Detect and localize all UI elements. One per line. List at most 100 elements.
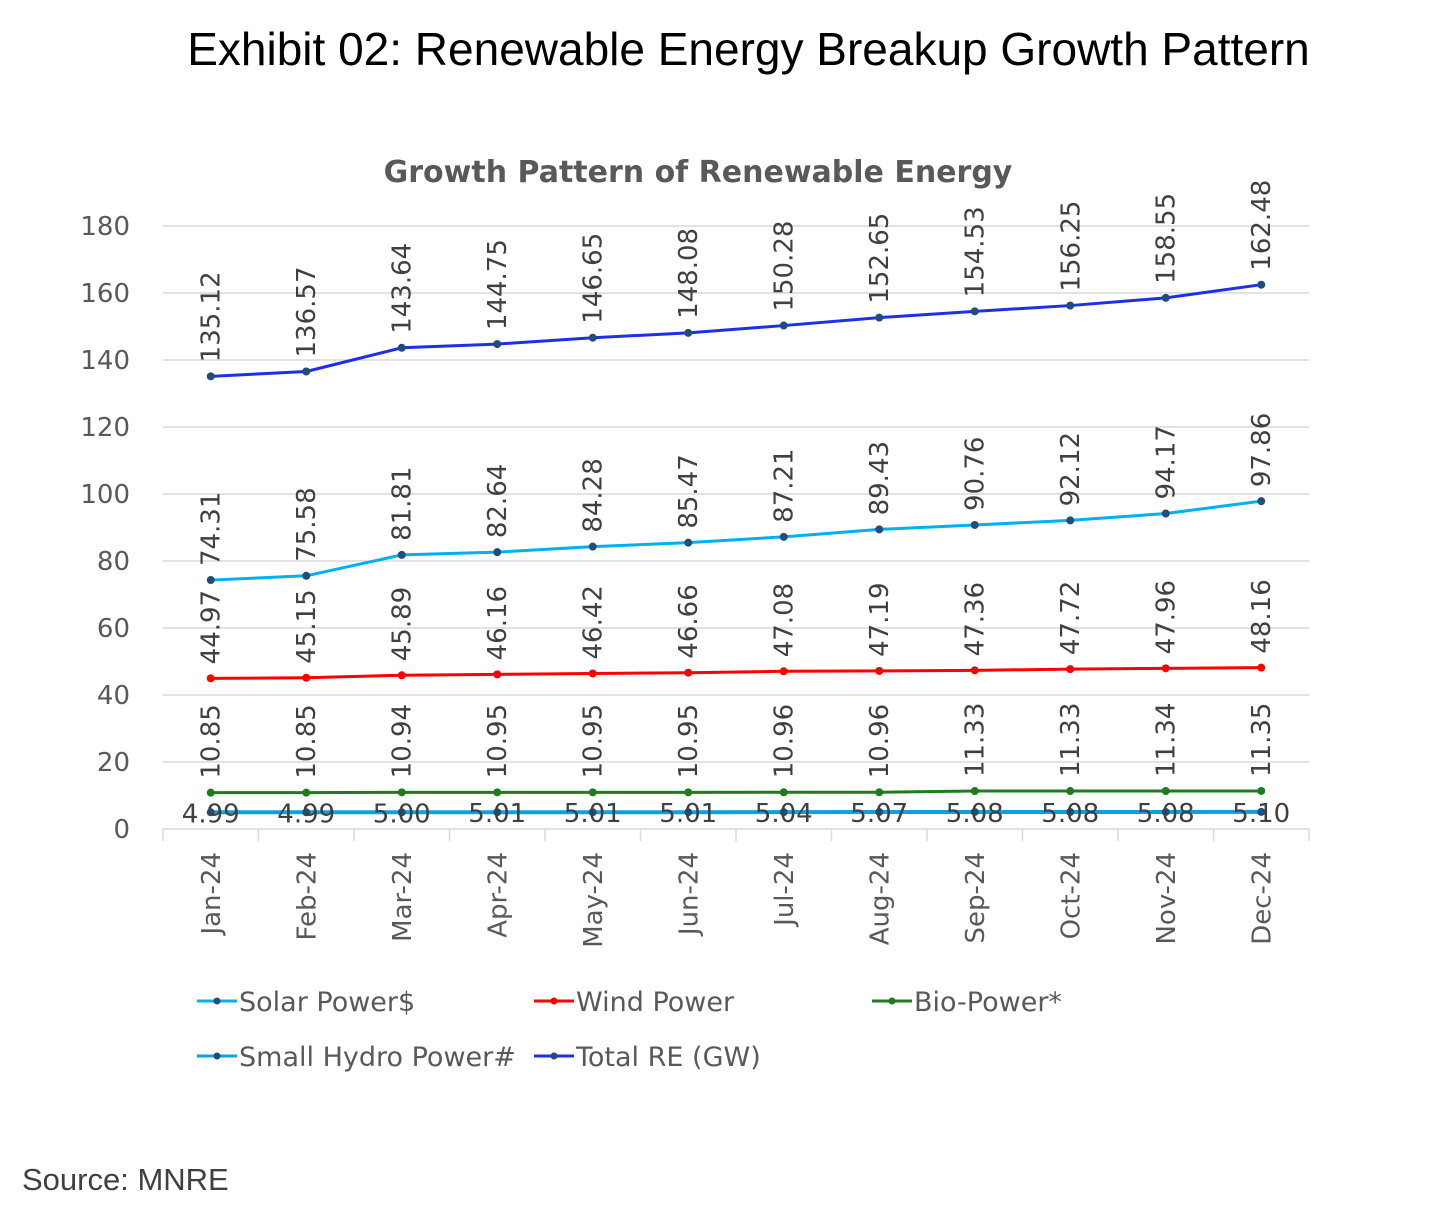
data-point-marker	[302, 367, 311, 376]
legend-label: Bio-Power*	[914, 987, 1062, 1018]
data-label: 74.31	[197, 492, 227, 566]
y-tick-label: 160	[80, 279, 130, 309]
series-line-wind-power	[210, 666, 1262, 680]
legend-marker-icon	[888, 997, 896, 1005]
data-label: 10.95	[579, 704, 609, 778]
data-label: 144.75	[483, 239, 513, 330]
y-tick-label: 20	[97, 748, 130, 778]
data-point-marker	[684, 538, 693, 547]
data-label: 87.21	[770, 448, 800, 522]
data-point-marker	[302, 571, 311, 580]
y-tick-label: 40	[97, 681, 130, 711]
data-label: 47.72	[1056, 581, 1086, 655]
data-label: 5.10	[1232, 799, 1290, 829]
data-label: 5.08	[1041, 799, 1099, 829]
data-label: 11.33	[961, 703, 991, 777]
data-point-marker	[875, 313, 884, 322]
data-point-marker	[970, 807, 979, 816]
data-point-marker	[779, 788, 788, 797]
data-label: 47.08	[770, 583, 800, 657]
data-point-marker	[206, 788, 215, 797]
data-label: 47.36	[961, 582, 991, 656]
data-label: 85.47	[674, 454, 704, 528]
data-point-marker	[779, 808, 788, 817]
data-point-marker	[970, 307, 979, 316]
legend-marker-icon	[550, 997, 558, 1005]
data-point-marker	[1161, 807, 1170, 816]
legend-item-solar-power: Solar Power$	[197, 987, 415, 1018]
data-label: 10.85	[197, 704, 227, 778]
x-tick-label: Oct-24	[1056, 852, 1086, 939]
data-label: 11.33	[1056, 703, 1086, 777]
data-label: 10.85	[292, 704, 322, 778]
data-point-marker	[588, 808, 597, 817]
data-point-marker	[1066, 787, 1075, 796]
data-point-marker	[588, 542, 597, 551]
x-axis: Jan-24 Feb-24 Mar-24 Apr-24 May-24 Jun-24 Jul-…	[162, 828, 1310, 948]
data-point-marker	[1257, 497, 1266, 506]
data-label: 81.81	[388, 466, 418, 540]
data-label: 46.42	[579, 585, 609, 659]
data-point-marker	[397, 343, 406, 352]
series-line-total-re-gw	[210, 283, 1262, 378]
data-label: 162.48	[1247, 180, 1277, 271]
legend-label: Wind Power	[576, 987, 735, 1018]
data-label: 82.64	[483, 464, 513, 538]
data-label: 45.15	[292, 589, 322, 663]
data-label: 5.08	[1137, 799, 1195, 829]
x-tick-label: May-24	[579, 852, 609, 948]
data-label: 10.94	[388, 704, 418, 778]
data-point-marker	[1161, 664, 1170, 673]
data-label: 46.66	[674, 584, 704, 658]
y-tick-label: 0	[113, 815, 130, 845]
data-label: 135.12	[197, 271, 227, 362]
data-point-marker	[1161, 787, 1170, 796]
data-point-marker	[970, 666, 979, 675]
data-label: 5.01	[659, 799, 717, 829]
x-tick-label: Apr-24	[483, 852, 513, 938]
x-tick-label: Nov-24	[1152, 852, 1182, 945]
data-label: 10.96	[770, 704, 800, 778]
data-point-marker	[588, 788, 597, 797]
data-point-marker	[875, 666, 884, 675]
data-label: 143.64	[388, 243, 418, 334]
data-label: 156.25	[1056, 201, 1086, 292]
data-label: 4.99	[182, 799, 240, 829]
y-axis: 0 20 40 60 80 100 120 140 160 180	[80, 212, 130, 845]
chart-title: Growth Pattern of Renewable Energy	[384, 155, 1013, 190]
data-label: 47.19	[865, 582, 895, 656]
series-lines	[206, 280, 1266, 817]
data-point-marker	[875, 525, 884, 534]
data-label: 150.28	[770, 221, 800, 312]
data-label: 44.97	[197, 590, 227, 664]
gridlines	[163, 225, 1309, 763]
data-label: 158.55	[1152, 193, 1182, 284]
source-note: Source: MNRE	[22, 1162, 229, 1197]
x-tick-label: Sep-24	[961, 852, 991, 943]
data-label: 94.17	[1152, 425, 1182, 499]
legend-label: Total RE (GW)	[575, 1042, 761, 1073]
data-point-marker	[970, 787, 979, 796]
data-point-marker	[493, 548, 502, 557]
legend-marker-icon	[213, 997, 221, 1005]
legend-label: Solar Power$	[239, 987, 415, 1018]
series-line-bio-power	[210, 789, 1262, 795]
data-label: 10.95	[674, 704, 704, 778]
data-label: 10.95	[483, 704, 513, 778]
data-point-marker	[493, 670, 502, 679]
data-point-marker	[684, 808, 693, 817]
exhibit-title: Exhibit 02: Renewable Energy Breakup Gro…	[187, 23, 1310, 75]
x-tick-label: Feb-24	[292, 852, 322, 941]
data-point-marker	[684, 668, 693, 677]
data-label: 97.86	[1247, 413, 1277, 487]
data-point-marker	[397, 550, 406, 559]
legend-marker-icon	[213, 1052, 221, 1060]
x-tick-label: Jun-24	[674, 852, 704, 937]
legend-marker-icon	[550, 1052, 558, 1060]
data-point-marker	[588, 333, 597, 342]
data-label: 89.43	[865, 441, 895, 515]
data-point-marker	[684, 328, 693, 337]
data-label: 47.96	[1152, 580, 1182, 654]
data-point-marker	[493, 808, 502, 817]
data-label: 148.08	[674, 228, 704, 319]
